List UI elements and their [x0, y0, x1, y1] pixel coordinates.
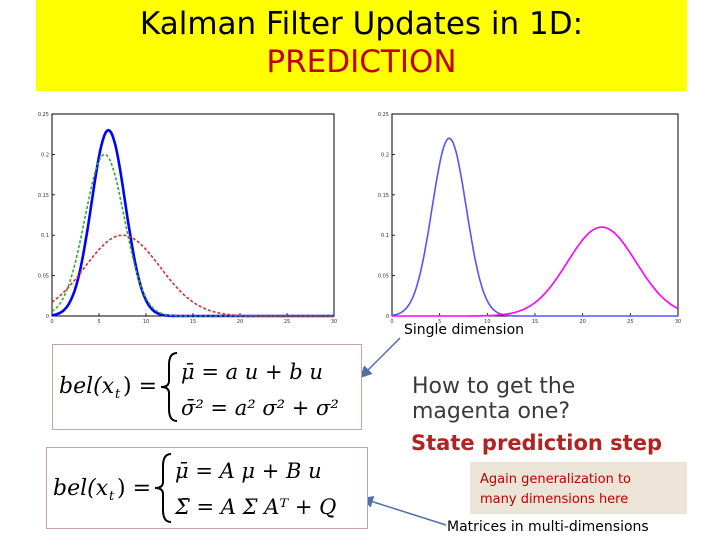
- y-tick-label: 0.1: [41, 233, 49, 239]
- x-tick-label: 30: [675, 319, 681, 325]
- slide-title: Kalman Filter Updates in 1D:: [139, 6, 584, 42]
- y-tick-label: 0.25: [38, 112, 49, 118]
- caption-matrices: Matrices in multi-dimensions: [447, 519, 649, 535]
- generalization-note: Again generalization to many dimensions …: [470, 462, 687, 514]
- x-tick-label: 30: [331, 319, 337, 325]
- plot-frame: [51, 113, 335, 317]
- y-tick-label: 0: [386, 314, 389, 320]
- title-band: Kalman Filter Updates in 1D: PREDICTION: [36, 0, 687, 91]
- state-prediction-label: State prediction step: [411, 431, 662, 455]
- eq1-lhs: bel(x: [59, 374, 115, 399]
- x-tick-label: 5: [97, 319, 100, 325]
- x-tick-label: 0: [50, 319, 53, 325]
- y-tick-label: 0.05: [378, 274, 389, 280]
- question-line1: How to get the: [412, 374, 576, 399]
- x-tick-label: 20: [579, 319, 585, 325]
- eq1-lhs-sub: t: [115, 387, 121, 402]
- eq2-rhs-paren: ) =: [117, 476, 151, 501]
- note-line2: many dimensions here: [480, 492, 629, 507]
- x-tick-label: 5: [438, 319, 441, 325]
- y-tick-label: 0: [46, 314, 49, 320]
- eq1-line1: μ̄ = a u + b u: [181, 360, 323, 384]
- note-line1: Again generalization to: [480, 472, 631, 487]
- slide-subtitle: PREDICTION: [266, 44, 457, 80]
- y-tick-label: 0.2: [381, 152, 389, 158]
- question-line2: magenta one?: [412, 399, 571, 424]
- caption-single-dimension: Single dimension: [404, 322, 525, 338]
- y-tick-label: 0.2: [41, 152, 49, 158]
- x-tick-label: 15: [190, 319, 196, 325]
- arrow-single: [359, 337, 401, 379]
- right-plot-svg: 0 5 10 15 20 25 30 0 0.05 0.1 0.15 0.2 0.25: [378, 112, 681, 325]
- equation-single-dimension: bel(x t ) = μ̄ = a u + b u σ̄² = a² σ² +…: [52, 344, 362, 430]
- y-tick-label: 0.15: [38, 193, 49, 199]
- eq2-line2: Σ̄ = A Σ Aᵀ + Q: [174, 495, 336, 519]
- eq2-line1: μ̄ = A μ + B u: [175, 459, 322, 483]
- question-text: How to get the magenta one?: [412, 374, 575, 424]
- arrow-matrices: [361, 496, 447, 526]
- x-tick-label: 15: [532, 319, 538, 325]
- eq1-line2: σ̄² = a² σ² + σ²: [181, 396, 339, 420]
- left-plot: 0 5 10 15 20 25 30 0 0.05 0.1 0.15 0.2 0.25: [32, 108, 342, 326]
- eq2-lhs-sub: t: [109, 489, 115, 504]
- series-line-0: [391, 137, 678, 317]
- right-plot: 0 5 10 15 20 25 30 0 0.05 0.1 0.15 0.2 0.25: [372, 108, 686, 326]
- x-tick-label: 10: [143, 319, 149, 325]
- x-tick-label: 25: [627, 319, 633, 325]
- series-line-1: [392, 226, 679, 317]
- x-tick-label: 10: [484, 319, 490, 325]
- y-tick-label: 0.15: [378, 193, 389, 199]
- series-line-1: [51, 153, 334, 317]
- series-line-2: [51, 234, 334, 317]
- equation-multi-dimension: bel(x t ) = μ̄ = A μ + B u Σ̄ = A Σ Aᵀ +…: [46, 447, 368, 529]
- x-tick-label: 20: [237, 319, 243, 325]
- y-tick-label: 0.1: [381, 233, 389, 239]
- y-tick-label: 0.05: [38, 274, 49, 280]
- eq2-lhs: bel(x: [53, 476, 109, 501]
- y-tick-label: 0.25: [378, 112, 389, 118]
- eq1-rhs-paren: ) =: [123, 374, 157, 399]
- left-plot-svg: 0 5 10 15 20 25 30 0 0.05 0.1 0.15 0.2 0.25: [38, 112, 337, 325]
- x-tick-label: 0: [390, 319, 393, 325]
- x-tick-label: 25: [284, 319, 290, 325]
- plot-frame: [391, 113, 679, 317]
